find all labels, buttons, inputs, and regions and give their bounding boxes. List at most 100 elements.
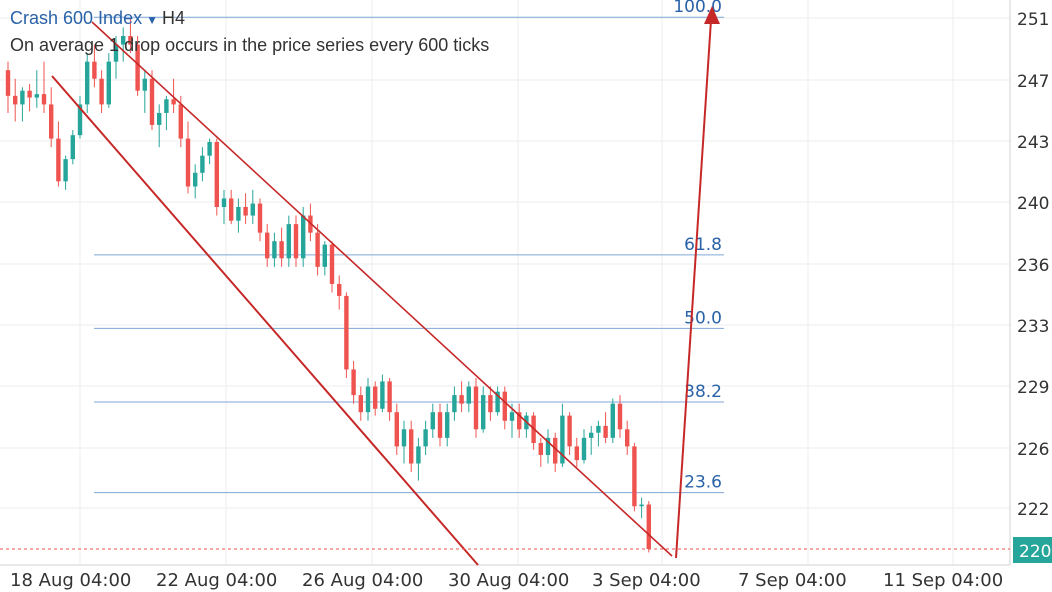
symbol-selector[interactable]: Crash 600 Index bbox=[10, 8, 143, 28]
candle-body bbox=[488, 395, 493, 413]
candle-body bbox=[380, 381, 385, 409]
candle-body bbox=[113, 44, 119, 62]
candle-body bbox=[70, 135, 75, 160]
price-tick-label: 240 bbox=[1017, 194, 1049, 214]
candle-body bbox=[135, 44, 140, 91]
price-tick-label: 233 bbox=[1017, 317, 1049, 337]
fib-level-label: 50.0 bbox=[684, 308, 722, 328]
candle-body bbox=[121, 36, 126, 45]
candle-body bbox=[34, 94, 39, 98]
candle-body bbox=[293, 224, 299, 259]
time-tick-label: 22 Aug 04:00 bbox=[156, 570, 277, 591]
candle-body bbox=[200, 155, 205, 173]
candle-body bbox=[229, 198, 234, 221]
candle-body bbox=[99, 78, 104, 105]
candle-body bbox=[646, 504, 651, 549]
candle-body bbox=[423, 429, 428, 447]
candle-body bbox=[459, 395, 464, 404]
candle-body bbox=[517, 412, 522, 430]
fib-level-label: 38.2 bbox=[684, 382, 722, 402]
channel-upper-line bbox=[91, 21, 673, 557]
candle-body bbox=[286, 224, 291, 259]
current-price-label: 220 bbox=[1019, 542, 1051, 562]
candle-body bbox=[157, 112, 162, 125]
candle-body bbox=[301, 215, 306, 259]
candle-body bbox=[473, 386, 479, 430]
candle-body bbox=[401, 429, 407, 447]
price-tick-label: 243 bbox=[1017, 133, 1049, 153]
candle-body bbox=[128, 36, 133, 45]
candle-body bbox=[265, 232, 270, 259]
candle-body bbox=[502, 391, 507, 421]
candle-body bbox=[49, 104, 54, 139]
timeframe-label[interactable]: H4 bbox=[161, 8, 185, 28]
projection-arrow-line bbox=[675, 19, 712, 559]
fib-level-label: 61.8 bbox=[684, 235, 722, 255]
candle-body bbox=[603, 425, 608, 438]
price-tick-label: 229 bbox=[1017, 378, 1049, 398]
candle-body bbox=[221, 198, 227, 207]
chevron-down-icon[interactable]: ▼ bbox=[146, 13, 158, 27]
candle-body bbox=[171, 99, 176, 105]
candle-body bbox=[632, 446, 637, 507]
price-tick-label: 251 bbox=[1017, 10, 1049, 30]
candle-body bbox=[207, 142, 212, 156]
candle-body bbox=[185, 138, 191, 187]
candle-body bbox=[250, 203, 255, 216]
candle-body bbox=[243, 207, 248, 216]
candle-body bbox=[589, 432, 594, 438]
price-tick-label: 236 bbox=[1017, 256, 1049, 276]
candle-body bbox=[178, 104, 183, 139]
candle-body bbox=[329, 244, 335, 284]
candle-body bbox=[85, 61, 90, 105]
candle-body bbox=[639, 504, 644, 507]
time-tick-label: 18 Aug 04:00 bbox=[10, 570, 131, 591]
candle-body bbox=[394, 412, 399, 447]
candle-body bbox=[236, 207, 241, 221]
time-tick-label: 26 Aug 04:00 bbox=[302, 570, 423, 591]
candle-body bbox=[617, 403, 623, 430]
candle-body bbox=[142, 78, 147, 91]
candle-body bbox=[92, 61, 97, 79]
candle-body bbox=[553, 437, 558, 464]
candle-body bbox=[272, 241, 277, 259]
channel-lower-line bbox=[51, 75, 479, 566]
fib-level-label: 23.6 bbox=[684, 473, 722, 493]
price-tick-label: 247 bbox=[1017, 72, 1049, 92]
candle-body bbox=[13, 95, 18, 105]
candle-body bbox=[214, 142, 219, 207]
candle-body bbox=[322, 244, 327, 267]
price-tick-label: 222 bbox=[1017, 500, 1049, 520]
candle-body bbox=[77, 104, 83, 136]
candle-body bbox=[164, 99, 169, 113]
chart-header: Crash 600 Index ▼ H4 bbox=[10, 8, 185, 29]
candle-body bbox=[257, 203, 263, 233]
candle-body bbox=[315, 232, 320, 267]
candle-body bbox=[5, 70, 11, 96]
candle-body bbox=[610, 403, 615, 438]
time-tick-label: 11 Sep 04:00 bbox=[883, 570, 1003, 591]
candle-body bbox=[351, 369, 356, 396]
candle-body bbox=[567, 415, 572, 447]
candle-body bbox=[445, 412, 450, 438]
candle-body bbox=[409, 429, 414, 464]
symbol-description: On average 1 drop occurs in the price se… bbox=[10, 35, 490, 55]
candle-body bbox=[437, 412, 443, 438]
candle-body bbox=[279, 241, 284, 259]
candle-body bbox=[538, 442, 543, 455]
candle-body bbox=[63, 159, 68, 182]
candle-body bbox=[41, 94, 47, 105]
candle-body bbox=[625, 429, 630, 447]
candle-body bbox=[106, 61, 111, 105]
candle-body bbox=[358, 395, 363, 413]
candle-body bbox=[560, 415, 565, 464]
candle-body bbox=[596, 425, 601, 433]
candle-body bbox=[509, 412, 515, 421]
candle-body bbox=[545, 437, 551, 455]
candle-body bbox=[495, 391, 500, 413]
candle-body bbox=[387, 381, 392, 413]
candle-body bbox=[574, 446, 579, 461]
candle-body bbox=[452, 395, 457, 413]
